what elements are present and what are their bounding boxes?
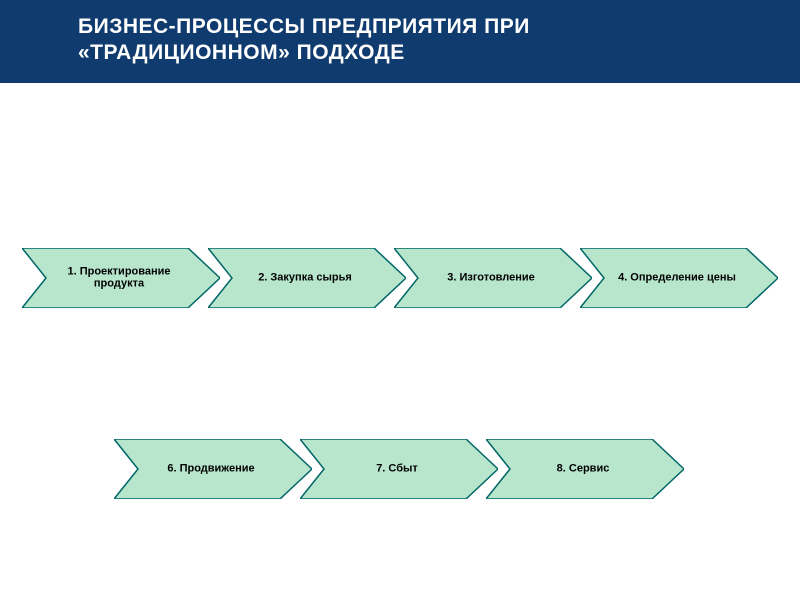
flow-step: 7. Сбыт [300,439,498,499]
flow-step: 4. Определение цены [580,248,778,308]
header-bar: БИЗНЕС-ПРОЦЕССЫ ПРЕДПРИЯТИЯ ПРИ «ТРАДИЦИ… [0,0,800,83]
flow-step-label: 7. Сбыт [328,462,466,475]
flow-step-label: 1. Проектирование продукта [50,265,188,290]
title-line1: БИЗНЕС-ПРОЦЕССЫ ПРЕДПРИЯТИЯ ПРИ [78,15,530,38]
flow-step-label: 6. Продвижение [142,462,280,475]
flow-step: 8. Сервис [486,439,684,499]
flow-step: 1. Проектирование продукта [22,248,220,308]
flow-step-label: 8. Сервис [514,462,652,475]
flow-step: 3. Изготовление [394,248,592,308]
title-line2: «ТРАДИЦИОННОМ» ПОДХОДЕ [78,41,405,64]
flow-step: 6. Продвижение [114,439,312,499]
flow-step-label: 4. Определение цены [608,271,746,284]
page-title: БИЗНЕС-ПРОЦЕССЫ ПРЕДПРИЯТИЯ ПРИ «ТРАДИЦИ… [78,14,800,67]
flow-step-label: 2. Закупка сырья [236,271,374,284]
flow-row-0: 1. Проектирование продукта 2. Закупка сы… [0,248,800,308]
flow-step: 2. Закупка сырья [208,248,406,308]
flow-row-1: 6. Продвижение 7. Сбыт 8. Сервис [0,439,800,499]
flow-step-label: 3. Изготовление [422,271,560,284]
